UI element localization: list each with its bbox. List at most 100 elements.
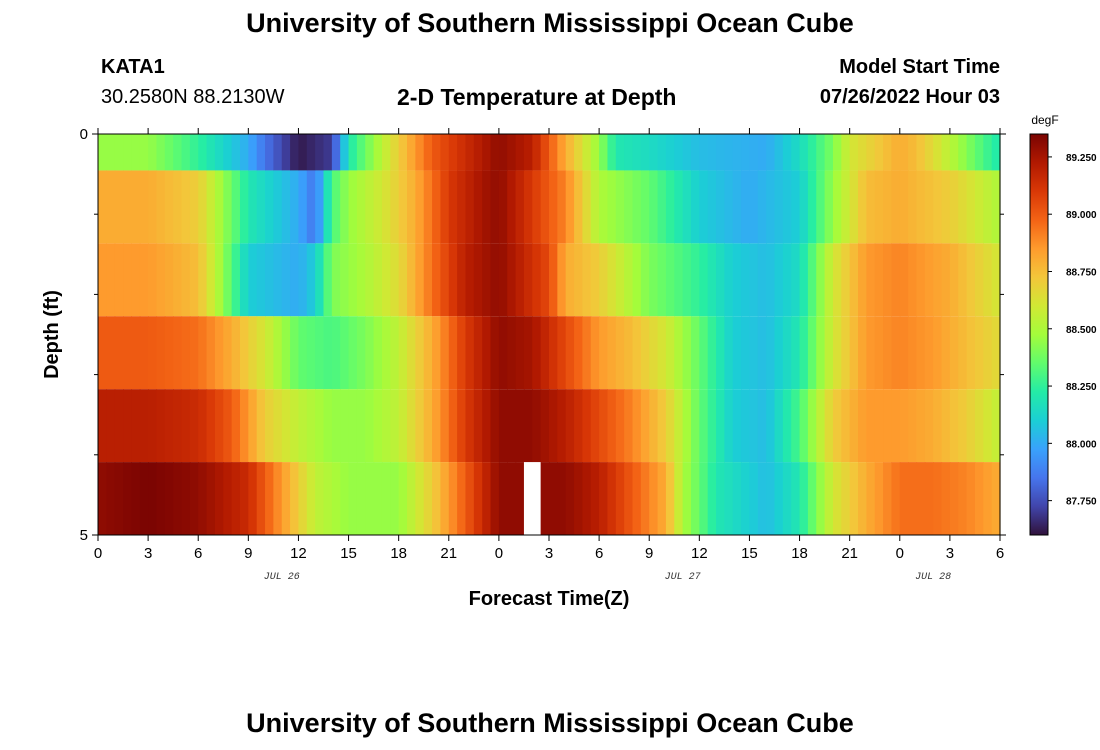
- heatmap-cell: [816, 134, 826, 171]
- heatmap-cell: [665, 462, 675, 535]
- x-tick-label: 18: [791, 545, 808, 562]
- heatmap-cell: [390, 316, 400, 390]
- heatmap-cell: [908, 389, 918, 463]
- heatmap-cell: [933, 389, 943, 463]
- heatmap-cell: [432, 170, 442, 244]
- heatmap-cell: [181, 243, 191, 317]
- heatmap-cell: [807, 170, 817, 244]
- heatmap-cell: [791, 462, 801, 535]
- heatmap-cell: [799, 316, 809, 390]
- heatmap-cell: [582, 243, 592, 317]
- heatmap-cell: [974, 170, 984, 244]
- heatmap-cell: [306, 134, 316, 171]
- x-tick-label: 12: [691, 545, 708, 562]
- heatmap-cell: [574, 134, 584, 171]
- heatmap-cell: [139, 170, 149, 244]
- heatmap-cell: [866, 134, 876, 171]
- heatmap-cell: [674, 316, 684, 390]
- heatmap-cell: [248, 134, 258, 171]
- heatmap-cell: [766, 243, 776, 317]
- heatmap-cell: [549, 389, 558, 463]
- heatmap-cell: [866, 170, 876, 244]
- heatmap-cell: [490, 243, 500, 317]
- heatmap-cell: [265, 316, 274, 390]
- heatmap-cell: [315, 243, 325, 317]
- heatmap-cell: [640, 243, 650, 317]
- heatmap-cell: [883, 134, 893, 171]
- heatmap-cell: [139, 389, 149, 463]
- heatmap-cell: [239, 170, 249, 244]
- heatmap-cell: [816, 462, 826, 535]
- heatmap-cell: [348, 316, 358, 390]
- heatmap-cell: [590, 389, 600, 463]
- heatmap-cell: [849, 243, 859, 317]
- heatmap-cell: [632, 170, 642, 244]
- heatmap-cell: [699, 462, 709, 535]
- heatmap-cell: [941, 462, 951, 535]
- heatmap-cell: [231, 170, 241, 244]
- date-label: JUL 26: [264, 572, 300, 583]
- heatmap-cell: [665, 134, 675, 171]
- heatmap-cell: [306, 170, 316, 244]
- heatmap-cell: [473, 316, 483, 390]
- colorbar: 87.750 88.000 88.250 88.500 88.750 89.000 89.2…: [1029, 133, 1097, 536]
- heatmap-cell: [173, 462, 183, 535]
- colorbar-units: degF: [1031, 113, 1058, 127]
- heatmap-cell: [774, 462, 784, 535]
- heatmap-cell: [899, 243, 909, 317]
- heatmap-cell: [315, 462, 325, 535]
- heatmap-cell: [916, 389, 926, 463]
- heatmap-cell: [98, 134, 107, 171]
- x-tick-label: 0: [495, 545, 503, 562]
- heatmap-cell: [991, 316, 1001, 390]
- heatmap-cell: [423, 389, 433, 463]
- heatmap-cell: [164, 389, 174, 463]
- heatmap-cell: [607, 316, 617, 390]
- heatmap-cell: [515, 134, 525, 171]
- heatmap-cell: [148, 316, 158, 390]
- heatmap-cell: [615, 462, 625, 535]
- heatmap-cell: [983, 243, 993, 317]
- heatmap-cell: [657, 462, 667, 535]
- heatmap-cell: [582, 170, 592, 244]
- heatmap-cell: [766, 316, 776, 390]
- x-tick-label: 15: [741, 545, 758, 562]
- heatmap-cell: [640, 389, 650, 463]
- heatmap-cell: [340, 170, 350, 244]
- heatmap-cell: [239, 462, 249, 535]
- heatmap-cell: [599, 170, 609, 244]
- heatmap-cell: [757, 316, 767, 390]
- heatmap-cell: [515, 170, 525, 244]
- heatmap-cell: [315, 170, 325, 244]
- x-tick-label: 6: [996, 545, 1004, 562]
- heatmap-cell: [615, 389, 625, 463]
- heatmap-cell: [924, 389, 934, 463]
- heatmap-cell: [941, 243, 951, 317]
- heatmap-cell: [799, 462, 809, 535]
- heatmap-cell: [181, 170, 191, 244]
- heatmap-cell: [440, 243, 450, 317]
- heatmap-cell: [114, 316, 124, 390]
- heatmap-cell: [674, 462, 684, 535]
- heatmap-cell: [239, 134, 249, 171]
- heatmap-cell: [315, 316, 325, 390]
- page-title: University of Southern Mississippi Ocean…: [246, 8, 854, 38]
- heatmap-cell: [256, 134, 266, 171]
- heatmap-cell: [315, 389, 325, 463]
- heatmap-cell: [858, 462, 867, 535]
- heatmap-cell: [983, 134, 993, 171]
- heatmap-cell: [448, 170, 458, 244]
- heatmap-cell: [649, 462, 659, 535]
- heatmap-cell: [306, 316, 316, 390]
- heatmap-cell: [716, 462, 725, 535]
- heatmap-cell: [473, 243, 483, 317]
- heatmap-cell: [139, 243, 149, 317]
- heatmap-cell: [974, 134, 984, 171]
- heatmap-cell: [958, 134, 968, 171]
- heatmap-cell: [732, 170, 742, 244]
- heatmap-cell: [690, 462, 700, 535]
- heatmap-cell: [908, 316, 918, 390]
- heatmap-cell: [649, 316, 659, 390]
- heatmap-cell: [941, 170, 951, 244]
- heatmap-cell: [206, 316, 216, 390]
